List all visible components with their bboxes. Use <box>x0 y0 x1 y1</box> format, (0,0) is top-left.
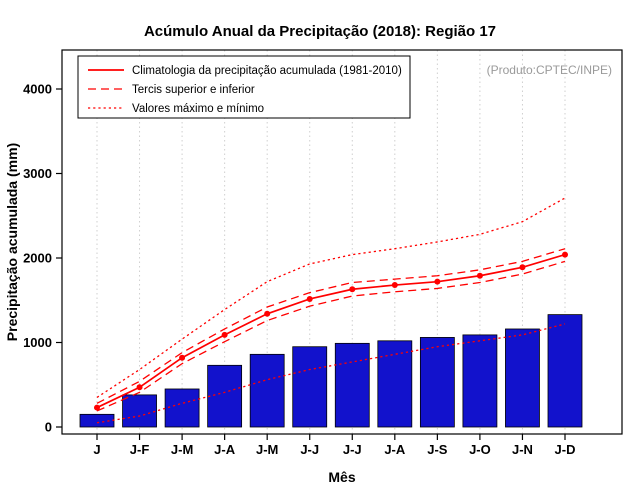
legend-box <box>77 55 411 119</box>
y-axis-label: Precipitação acumulada (mm) <box>4 143 20 341</box>
series-marker <box>434 278 441 285</box>
x-tick-label: J-S <box>427 442 448 457</box>
x-tick-label: J <box>93 442 100 457</box>
bar <box>164 388 200 428</box>
series-marker <box>349 286 356 293</box>
bar <box>505 328 540 428</box>
series-marker <box>264 310 271 317</box>
chart-title: Acúmulo Anual da Precipitação (2018): Re… <box>143 23 497 40</box>
x-tick-label: J-A <box>214 442 236 457</box>
x-tick-label: J-A <box>384 442 406 457</box>
series-marker <box>221 331 228 338</box>
bar <box>462 334 498 428</box>
legend-label: Tercis superior e inferior <box>132 84 255 96</box>
y-tick-label: 0 <box>45 420 52 435</box>
series-marker <box>519 264 526 271</box>
series-line <box>96 323 566 424</box>
bar <box>292 346 328 428</box>
series-marker <box>562 251 568 258</box>
series-line <box>96 253 566 409</box>
bar <box>547 314 583 428</box>
series-marker <box>179 354 186 361</box>
precipitation-chart: 0 1000 2000 3000 4000 J J-F J-M J-A J-M J-J J-J J-A J… <box>4 49 623 485</box>
bar <box>419 337 455 428</box>
series-line <box>96 248 566 404</box>
x-tick-label: J-J <box>300 442 319 457</box>
series-marker <box>391 282 398 289</box>
legend-label: Climatologia da precipitação acumulada (… <box>132 65 402 77</box>
y-tick-label: 1000 <box>23 335 52 350</box>
series-line <box>96 260 566 412</box>
x-tick-label: J-M <box>256 442 278 457</box>
series-marker <box>306 295 313 302</box>
bar <box>122 394 157 428</box>
bar <box>377 340 413 428</box>
x-tick-label: J-M <box>171 442 193 457</box>
x-tick-label: J-N <box>512 442 533 457</box>
y-tick-label: 4000 <box>23 82 52 97</box>
product-annotation: (Produto:CPTEC/INPE) <box>487 63 612 77</box>
y-tick-label: 2000 <box>23 251 52 266</box>
plot-border <box>61 49 623 435</box>
y-tick-label: 3000 <box>23 166 52 181</box>
bar <box>207 364 243 428</box>
x-tick-label: J-D <box>555 442 576 457</box>
series-marker <box>94 404 100 411</box>
x-axis-label: Mês <box>328 469 355 485</box>
x-tick-label: J-O <box>469 442 491 457</box>
series-line <box>96 197 566 398</box>
bar <box>334 342 370 428</box>
series-marker <box>136 384 143 391</box>
bar <box>249 353 285 428</box>
legend-label: Valores máximo e mínimo <box>132 103 264 115</box>
series-marker <box>476 272 483 279</box>
x-tick-label: J-J <box>343 442 362 457</box>
x-tick-label: J-F <box>130 442 150 457</box>
